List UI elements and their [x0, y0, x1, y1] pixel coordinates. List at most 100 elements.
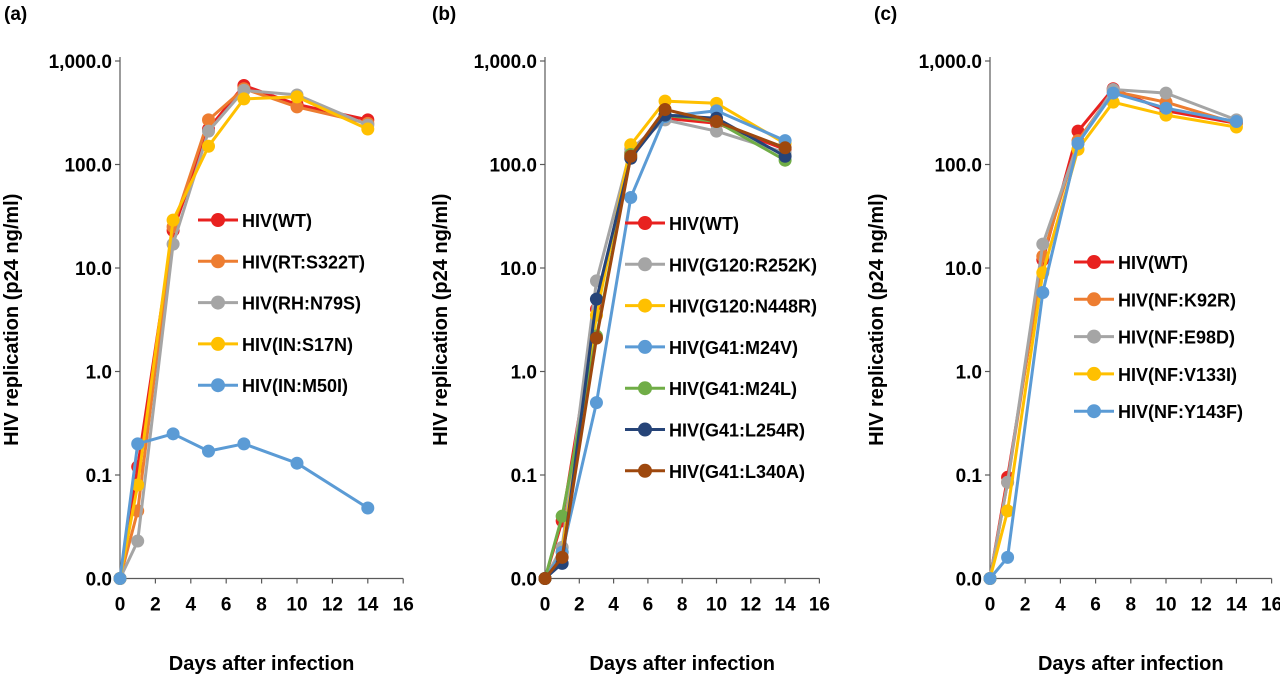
data-point	[1001, 550, 1015, 564]
x-tick-label: 14	[1226, 595, 1248, 616]
legend-label: HIV(G41:L340A)	[669, 462, 805, 482]
legend-marker	[638, 463, 652, 478]
x-tick-label: 14	[775, 595, 797, 616]
series-line	[118, 432, 369, 579]
legend-marker	[1087, 404, 1101, 419]
panel-a: (a) 0.0 0.1 1.0 10.0 100.0 1,000.0 0 2 4 6 8 10 12 14 1…	[1, 4, 414, 675]
data-point	[166, 427, 180, 441]
data-point	[589, 292, 603, 306]
legend-entry: HIV(IN:M50I)	[198, 376, 348, 396]
legend-entry: HIV(NF:V133I)	[1074, 365, 1237, 385]
data-point	[1036, 237, 1050, 251]
data-point	[555, 550, 569, 564]
x-tick-label: 16	[1261, 595, 1280, 616]
panel-c: (c) 0.0 0.1 1.0 10.0 100.0 1,000.0 0 2 4 6 8 10 12 14 1…	[866, 4, 1280, 675]
series-HIV(RT:S322T)	[113, 82, 375, 585]
series-HIV(IN:M50I)	[113, 427, 375, 585]
data-point	[624, 149, 638, 163]
data-point	[290, 100, 304, 114]
legend-label: HIV(IN:M50I)	[242, 376, 348, 396]
legend-label: HIV(NF:V133I)	[1118, 365, 1237, 385]
data-point	[1229, 115, 1243, 129]
legend-entry: HIV(G120:N448R)	[625, 297, 817, 317]
legend-entry: HIV(G41:L254R)	[625, 421, 805, 441]
legend-entry: HIV(NF:K92R)	[1074, 290, 1236, 310]
y-tick-label: 100.0	[489, 156, 537, 177]
y-tick-label: 10.0	[75, 259, 112, 280]
data-point	[237, 92, 251, 106]
data-point	[1036, 285, 1050, 299]
y-tick-label: 10.0	[500, 259, 537, 280]
data-point	[624, 138, 638, 152]
x-tick-label: 8	[256, 595, 267, 616]
x-tick-label: 2	[574, 595, 585, 616]
series-HIV(G41:L340A)	[538, 102, 792, 585]
series-HIV(NF:Y143F)	[983, 86, 1243, 585]
y-tick-label: 10.0	[945, 259, 982, 280]
legend-entry: HIV(IN:S17N)	[198, 335, 353, 355]
x-tick-label: 4	[1055, 595, 1066, 616]
legend-entry: HIV(NF:Y143F)	[1074, 402, 1243, 422]
y-tick-label: 0.0	[956, 570, 982, 591]
legend-marker	[638, 257, 652, 272]
data-point	[1159, 101, 1173, 115]
legend-label: HIV(WT)	[1118, 253, 1188, 273]
data-point	[710, 124, 723, 138]
data-point	[202, 444, 215, 458]
legend-entry: HIV(G41:M24L)	[625, 379, 797, 399]
x-tick-label: 10	[1155, 595, 1176, 616]
panel-label: (a)	[4, 4, 27, 25]
x-tick-label: 8	[677, 595, 688, 616]
data-point	[202, 139, 215, 153]
legend-label: HIV(NF:Y143F)	[1118, 402, 1243, 422]
x-tick-label: 2	[1020, 595, 1031, 616]
x-axis-title: Days after infection	[169, 653, 355, 675]
data-point	[237, 437, 251, 451]
legend-label: HIV(NF:K92R)	[1118, 290, 1236, 310]
x-tick-label: 10	[706, 595, 727, 616]
x-axis-title: Days after infection	[1038, 653, 1224, 675]
y-tick-label: 1,000.0	[919, 52, 982, 73]
x-tick-label: 6	[643, 595, 654, 616]
legend-marker	[211, 213, 225, 227]
legend-entry: HIV(RT:S322T)	[198, 252, 365, 272]
data-point	[538, 572, 552, 585]
legend-entry: HIV(WT)	[625, 214, 739, 234]
y-tick-label: 1.0	[511, 363, 537, 384]
x-tick-label: 12	[1191, 595, 1212, 616]
data-point	[1106, 86, 1120, 100]
x-tick-label: 4	[186, 595, 197, 616]
x-tick-label: 6	[1090, 595, 1101, 616]
data-point	[131, 534, 145, 548]
legend-marker	[1087, 292, 1101, 307]
data-point	[131, 437, 145, 451]
x-tick-label: 12	[322, 595, 343, 616]
data-point	[710, 115, 723, 129]
y-tick-label: 0.1	[956, 466, 983, 487]
data-point	[131, 478, 145, 492]
x-tick-label: 6	[221, 595, 232, 616]
panel-label: (b)	[432, 4, 456, 25]
y-axis-title: HIV replication (p24 ng/ml)	[1, 194, 23, 446]
data-point	[658, 102, 672, 116]
x-tick-label: 14	[357, 595, 379, 616]
legend-marker	[1087, 255, 1101, 269]
data-point	[361, 501, 375, 515]
y-tick-label: 0.1	[86, 466, 113, 487]
data-point	[589, 331, 603, 345]
panel-label: (c)	[874, 4, 897, 25]
data-point	[290, 90, 304, 104]
x-tick-label: 0	[115, 595, 126, 616]
legend-marker	[638, 381, 652, 396]
legend-label: HIV(G120:R252K)	[669, 255, 817, 275]
legend-marker	[638, 422, 652, 437]
legend-label: HIV(G120:N448R)	[669, 297, 817, 317]
data-point	[202, 113, 215, 127]
legend-entry: HIV(NF:E98D)	[1074, 328, 1235, 348]
y-axis-title: HIV replication (p24 ng/ml)	[430, 194, 452, 446]
x-tick-label: 10	[286, 595, 307, 616]
data-point	[624, 190, 638, 204]
data-point	[778, 141, 792, 155]
y-tick-label: 1,000.0	[474, 52, 537, 73]
